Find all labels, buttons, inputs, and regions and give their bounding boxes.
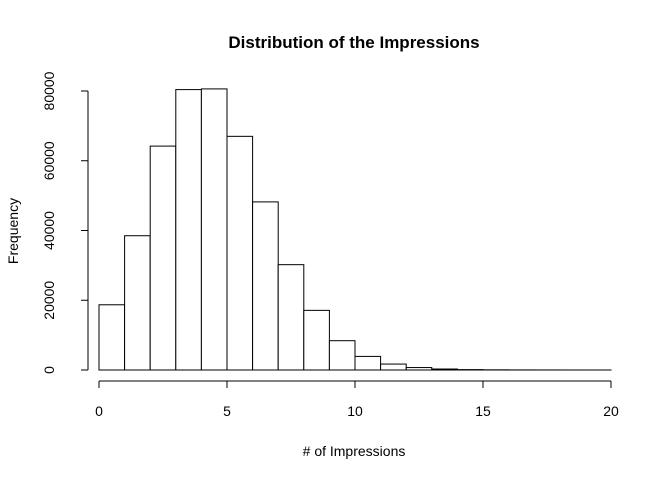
histogram-bar-1 xyxy=(124,235,151,371)
y-tick-label: 0 xyxy=(41,366,57,374)
x-tick-label: 0 xyxy=(95,403,103,419)
histogram-bar-0 xyxy=(98,304,126,371)
y-tick-label: 80000 xyxy=(41,71,57,110)
y-tick-label: 40000 xyxy=(41,211,57,250)
histogram-bar-3 xyxy=(175,89,202,371)
x-axis-label: # of Impressions xyxy=(303,443,406,459)
x-tick-label: 5 xyxy=(223,403,231,419)
histogram-bar-2 xyxy=(149,145,177,371)
y-axis-label: Frequency xyxy=(5,198,21,264)
x-tick-label: 20 xyxy=(603,403,619,419)
x-tick-label: 10 xyxy=(347,403,363,419)
histogram-bar-4 xyxy=(200,88,228,371)
histogram-bar-12 xyxy=(405,367,433,371)
y-tick-label: 20000 xyxy=(41,281,57,320)
chart-title: Distribution of the Impressions xyxy=(228,33,479,52)
histogram-bar-7 xyxy=(277,264,305,371)
bars-group xyxy=(98,88,612,371)
y-tick-label: 60000 xyxy=(41,141,57,180)
histogram-bar-13 xyxy=(431,368,458,371)
y-axis: 0 20000 40000 60000 80000 xyxy=(41,71,89,374)
x-tick-label: 15 xyxy=(475,403,491,419)
histogram-bar-6 xyxy=(252,201,279,371)
histogram-bar-11 xyxy=(380,363,407,371)
histogram-bar-10 xyxy=(354,355,382,371)
histogram-bar-5 xyxy=(226,135,254,371)
x-axis: 0 5 10 15 20 xyxy=(95,380,619,419)
histogram-bar-9 xyxy=(328,340,356,371)
histogram-bar-8 xyxy=(303,309,330,371)
